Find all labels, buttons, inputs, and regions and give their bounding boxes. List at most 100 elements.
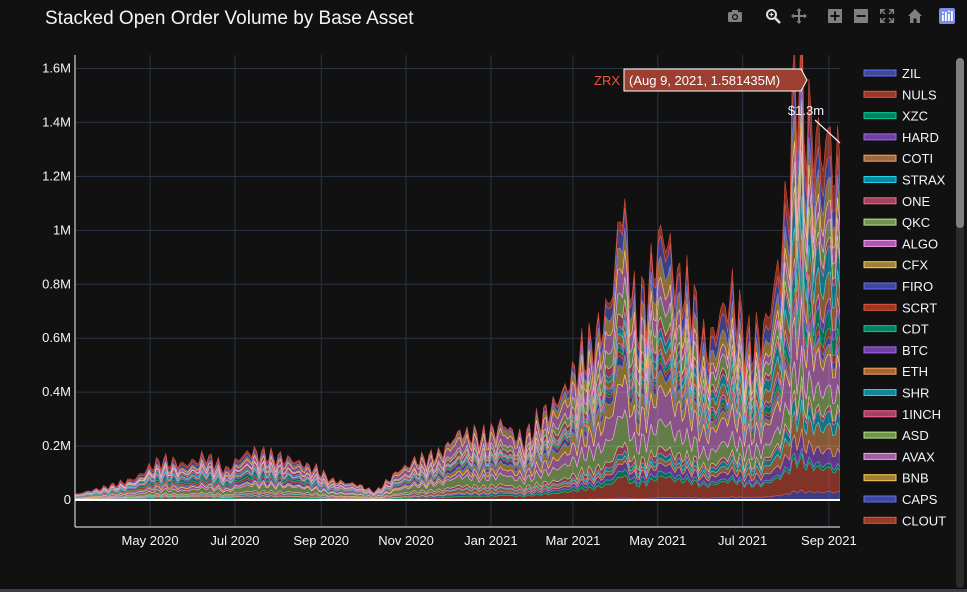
legend-label: CAPS	[902, 492, 938, 507]
y-tick-label: 0	[64, 492, 71, 507]
annotation-arrow	[814, 119, 841, 144]
legend-swatch	[863, 389, 897, 396]
legend-swatch	[863, 90, 897, 98]
legend-label: BNB	[902, 471, 929, 486]
legend-label: 1INCH	[902, 407, 941, 422]
legend-scrollbar[interactable]	[956, 58, 964, 228]
zoom-icon[interactable]	[762, 5, 784, 27]
legend-label: ZIL	[902, 66, 921, 81]
legend-item-asd[interactable]: ASD	[863, 428, 929, 443]
legend-item-bnb[interactable]: BNB	[863, 471, 929, 486]
legend-item-qkc[interactable]: QKC	[863, 215, 930, 230]
y-tick-label: 0.4M	[42, 384, 71, 399]
legend-swatch	[863, 474, 897, 482]
zoom-in-icon[interactable]	[824, 5, 846, 27]
legend-item-xzc[interactable]: XZC	[863, 109, 928, 124]
legend-swatch	[863, 261, 897, 269]
pan-icon[interactable]	[788, 5, 810, 27]
x-tick-label: May 2021	[629, 533, 686, 548]
legend-swatch	[863, 197, 897, 205]
x-tick-label: Nov 2020	[378, 533, 434, 548]
legend-label: AVAX	[902, 449, 935, 464]
zoom-out-icon[interactable]	[850, 5, 872, 27]
x-tick-label: May 2020	[122, 533, 179, 548]
autoscale-icon[interactable]	[876, 5, 898, 27]
legend-swatch	[863, 303, 897, 311]
legend-label: SHR	[902, 386, 929, 401]
legend-swatch	[863, 239, 897, 247]
legend-swatch	[863, 154, 897, 162]
legend-swatch	[863, 516, 897, 524]
legend-label: ONE	[902, 194, 931, 209]
legend-item-algo[interactable]: ALGO	[863, 236, 938, 251]
legend-item-btc[interactable]: BTC	[863, 343, 928, 358]
legend-item-firo[interactable]: FIRO	[863, 279, 933, 294]
legend-label: XZC	[902, 109, 928, 124]
legend-swatch	[863, 69, 897, 77]
legend-label: BTC	[902, 343, 928, 358]
legend-item-avax[interactable]: AVAX	[863, 449, 935, 464]
legend[interactable]: ZIL NULS XZC HARD COTI STRAX ONE QKC ALGO CFX FIRO…	[863, 58, 964, 588]
legend-item-shr[interactable]: SHR	[863, 386, 929, 401]
y-tick-label: 1M	[53, 222, 71, 237]
legend-swatch	[863, 367, 897, 375]
legend-item-zil[interactable]: ZIL	[863, 66, 921, 81]
legend-label: CDT	[902, 322, 929, 337]
legend-swatch	[863, 346, 897, 354]
x-tick-label: Mar 2021	[545, 533, 600, 548]
legend-label: FIRO	[902, 279, 933, 294]
legend-item-hard[interactable]: HARD	[863, 130, 939, 145]
legend-label: COTI	[902, 151, 933, 166]
legend-label: ETH	[902, 364, 928, 379]
legend-swatch	[863, 176, 897, 183]
legend-label: SCRT	[902, 300, 937, 315]
legend-swatch	[863, 410, 897, 418]
legend-swatch	[863, 431, 897, 439]
stacked-areas[interactable]	[75, 0, 840, 502]
legend-swatch	[863, 218, 897, 226]
y-tick-label: 1.6M	[42, 60, 71, 75]
legend-item-eth[interactable]: ETH	[863, 364, 928, 379]
y-tick-label: 0.6M	[42, 330, 71, 345]
legend-label: QKC	[902, 215, 930, 230]
chart-title: Stacked Open Order Volume by Base Asset	[45, 8, 414, 29]
legend-swatch	[863, 133, 897, 141]
legend-item-caps[interactable]: CAPS	[863, 492, 938, 507]
x-tick-label: Jul 2021	[718, 533, 767, 548]
legend-label: HARD	[902, 130, 939, 145]
camera-icon[interactable]	[724, 5, 746, 27]
legend-label: NULS	[902, 87, 937, 102]
plotly-logo-icon[interactable]	[936, 5, 958, 27]
legend-item-strax[interactable]: STRAX	[863, 173, 946, 188]
hover-label: (Aug 9, 2021, 1.581435M)	[629, 73, 780, 88]
axes: 0 0.2M 0.4M 0.6M 0.8M 1M 1.2M 1.4M 1.6M May 2020 J…	[42, 55, 857, 548]
legend-item-cdt[interactable]: CDT	[863, 322, 929, 337]
x-tick-label: Jul 2020	[210, 533, 259, 548]
legend-item-nuls[interactable]: NULS	[863, 87, 937, 102]
legend-label: CFX	[902, 258, 928, 273]
y-tick-label: 1.4M	[42, 114, 71, 129]
legend-label: ASD	[902, 428, 929, 443]
legend-item-scrt[interactable]: SCRT	[863, 300, 937, 315]
legend-item-1inch[interactable]: 1INCH	[863, 407, 941, 422]
legend-item-clout[interactable]: CLOUT	[863, 513, 946, 528]
legend-swatch	[863, 282, 897, 290]
x-tick-label: Jan 2021	[464, 533, 518, 548]
area-clout[interactable]	[75, 0, 840, 495]
legend-item-coti[interactable]: COTI	[863, 151, 933, 166]
modebar	[724, 5, 962, 27]
legend-swatch	[863, 112, 897, 120]
legend-item-cfx[interactable]: CFX	[863, 258, 928, 273]
legend-item-one[interactable]: ONE	[863, 194, 931, 209]
legend-swatch	[863, 495, 897, 503]
y-tick-label: 0.2M	[42, 438, 71, 453]
legend-swatch	[863, 452, 897, 460]
x-tick-label: Sep 2020	[293, 533, 349, 548]
legend-label: STRAX	[902, 173, 946, 188]
home-icon[interactable]	[904, 5, 926, 27]
hover-tooltip: (Aug 9, 2021, 1.581435M) ZRX	[594, 68, 808, 92]
y-tick-label: 0.8M	[42, 276, 71, 291]
legend-label: CLOUT	[902, 513, 946, 528]
x-tick-label: Sep 2021	[801, 533, 857, 548]
